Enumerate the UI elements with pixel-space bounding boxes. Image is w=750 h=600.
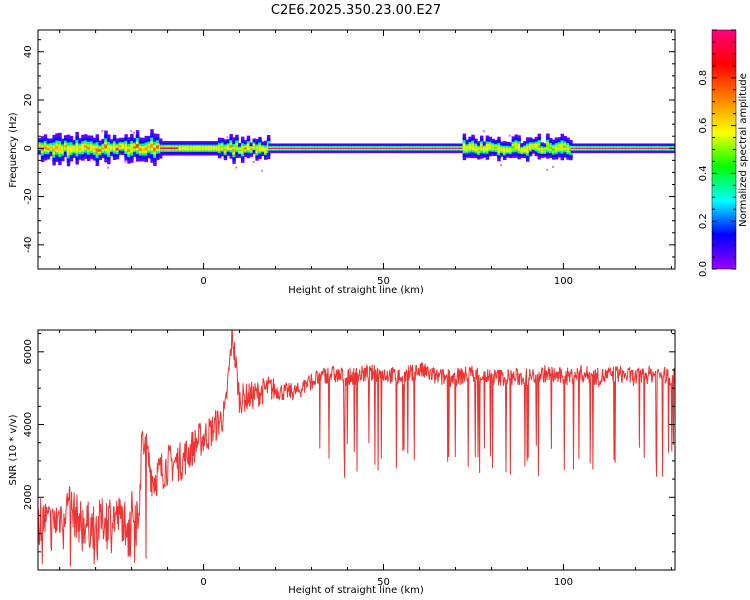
figure-title: C2E6.2025.350.23.00.E27 xyxy=(271,3,441,18)
spectrogram-ytick-label: 20 xyxy=(23,94,34,107)
spectrogram-ylabel: Frequency (Hz) xyxy=(8,112,19,188)
spectrogram-xtick-label: 100 xyxy=(554,276,573,287)
spectrogram-panel: 0 50 100 -40 -20 0 20 40 Height of straight lin… xyxy=(8,29,676,296)
snr-panel: 0 50 100 2000 4000 6000 Height of straight li… xyxy=(8,329,676,596)
snr-ytick-label: 6000 xyxy=(23,339,34,364)
spectrogram-ytick-label: -20 xyxy=(23,188,34,204)
snr-xtick-label: 100 xyxy=(554,577,573,588)
colorbar-tick-label: 0.8 xyxy=(698,70,709,86)
colorbar: 0.0 0.2 0.4 0.6 0.8 Normalized spectral ampl… xyxy=(698,29,749,277)
colorbar-tick-label: 0.6 xyxy=(698,118,709,134)
spectrogram-ytick-label: 0 xyxy=(23,145,34,151)
snr-ytick-label: 4000 xyxy=(23,412,34,437)
spectrogram-xtick-label: 0 xyxy=(200,276,206,287)
colorbar-ticks: 0.0 0.2 0.4 0.6 0.8 xyxy=(698,29,736,277)
colorbar-tick-label: 0.0 xyxy=(698,261,709,277)
colorbar-gradient xyxy=(712,30,736,269)
snr-ylabel: SNR (10 * v/v) xyxy=(8,414,19,485)
snr-frame xyxy=(37,329,676,571)
snr-xlabel: Height of straight line (km) xyxy=(288,585,424,596)
spectrogram-ticks: 0 50 100 -40 -20 0 20 40 xyxy=(23,30,675,287)
spectrogram-ytick-label: -40 xyxy=(23,237,34,253)
colorbar-tick-label: 0.4 xyxy=(698,165,709,181)
spectrogram-image xyxy=(38,129,675,172)
snr-xtick-label: 50 xyxy=(377,577,390,588)
snr-plot-area xyxy=(38,330,675,567)
spectrogram-ytick-label: 40 xyxy=(23,45,34,58)
spectrogram-xtick-label: 50 xyxy=(377,276,390,287)
snr-ticks: 0 50 100 2000 4000 6000 xyxy=(23,330,675,588)
spectrogram-xlabel: Height of straight line (km) xyxy=(288,285,424,296)
snr-xtick-label: 0 xyxy=(200,577,206,588)
snr-ytick-label: 2000 xyxy=(23,485,34,510)
spectrogram-frame xyxy=(37,29,676,270)
colorbar-tick-label: 0.2 xyxy=(698,213,709,229)
snr-series-line xyxy=(38,330,675,567)
colorbar-label: Normalized spectral amplitude xyxy=(738,73,749,227)
